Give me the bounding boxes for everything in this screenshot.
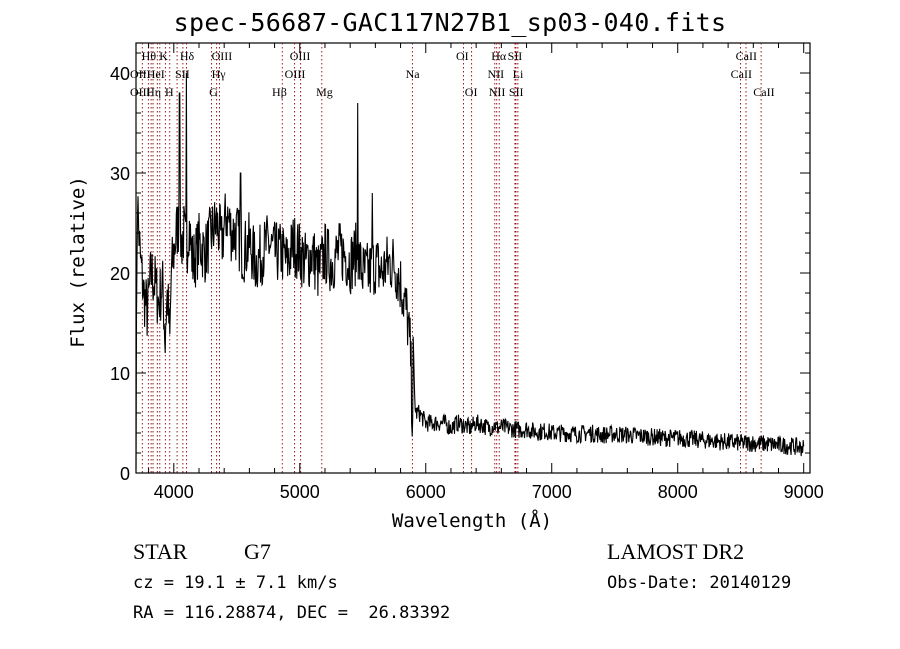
x-tick-label-0: 4000 [154,482,194,502]
spectral-subclass: G7 [244,539,271,564]
y-tick-label-1: 10 [110,364,130,384]
line-label-11: SII [175,67,190,81]
survey-name: LAMOST DR2 [607,539,745,564]
line-label-7: SII [508,49,523,63]
spectrum-line [135,72,805,471]
x-tick-label-3: 7000 [532,482,572,502]
line-label-21: G [209,85,218,99]
x-tick-label-2: 6000 [406,482,446,502]
line-label-25: NII [489,85,506,99]
line-label-10: HeI [147,67,165,81]
line-label-24: OI [465,85,478,99]
line-label-15: NII [487,67,504,81]
star-type: STAR [133,539,188,564]
y-tick-label-0: 0 [120,464,130,484]
line-label-13: OIII [285,67,306,81]
line-label-17: CaII [731,67,752,81]
x-axis-label: Wavelength (Å) [391,510,553,532]
line-label-19: Hη [146,85,161,99]
line-label-8: CaII [736,49,757,63]
line-label-27: CaII [753,85,774,99]
observation-date: Obs-Date: 20140129 [607,573,792,593]
line-label-23: Mg [316,85,333,99]
chart-title: spec-56687-GAC117N27B1_sp03-040.fits [173,8,727,37]
line-label-5: OI [456,49,469,63]
x-tick-label-5: 9000 [784,482,824,502]
y-tick-label-4: 40 [110,64,130,84]
y-axis-label: Flux (relative) [67,176,89,348]
coordinates: RA = 116.28874, DEC = 26.83392 [133,603,451,623]
line-label-0: Hθ [142,49,157,63]
line-label-1: K [159,49,168,63]
line-label-12: Hγ [212,67,227,81]
line-label-16: Li [513,67,524,81]
axis-ticks: 4000 5000 6000 7000 8000 9000 0 10 20 30 40 [110,43,824,502]
line-label-2: Hδ [180,49,195,63]
line-label-18: OIII [130,85,151,99]
line-label-20: H [165,85,174,99]
plot-frame [135,42,811,474]
line-label-4: OIII [290,49,311,63]
line-label-6: Hα [491,49,507,63]
y-tick-label-2: 20 [110,264,130,284]
redshift-cz: cz = 19.1 ± 7.1 km/s [133,573,338,593]
line-label-22: Hβ [272,85,287,99]
x-tick-label-1: 5000 [280,482,320,502]
line-markers [141,43,762,473]
line-label-9: OIII [130,67,151,81]
y-tick-label-3: 30 [110,164,130,184]
spectrum-series [135,72,805,471]
line-label-3: OIII [212,49,233,63]
line-label-26: SII [509,85,524,99]
x-tick-label-4: 8000 [658,482,698,502]
line-label-14: Na [406,67,421,81]
